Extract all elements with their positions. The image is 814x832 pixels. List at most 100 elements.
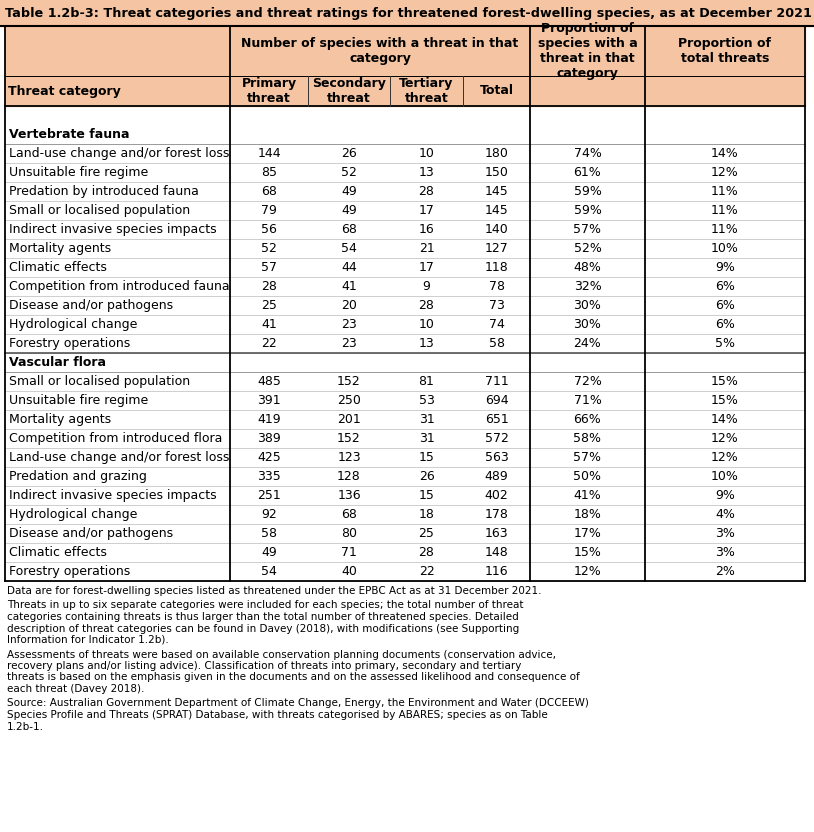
Text: 12%: 12% — [711, 166, 739, 179]
Text: 31: 31 — [418, 413, 435, 426]
Text: 31: 31 — [418, 432, 435, 445]
Text: 489: 489 — [484, 470, 509, 483]
Text: 57: 57 — [261, 261, 277, 274]
Text: 73: 73 — [488, 299, 505, 312]
Text: 6%: 6% — [715, 280, 735, 293]
Text: 74: 74 — [488, 318, 505, 331]
Text: 123: 123 — [337, 451, 361, 464]
Text: 13: 13 — [418, 337, 435, 350]
Text: 15%: 15% — [574, 546, 602, 559]
Text: Small or localised population: Small or localised population — [9, 375, 190, 388]
Text: 694: 694 — [484, 394, 508, 407]
Text: Number of species with a threat in that
category: Number of species with a threat in that … — [242, 37, 519, 65]
Text: 80: 80 — [341, 527, 357, 540]
Text: 9%: 9% — [715, 261, 735, 274]
Text: 25: 25 — [418, 527, 435, 540]
Text: 563: 563 — [484, 451, 509, 464]
Text: 140: 140 — [484, 223, 509, 236]
Bar — [5, 467, 805, 486]
Text: 425: 425 — [257, 451, 281, 464]
Text: 2%: 2% — [715, 565, 735, 578]
Text: 68: 68 — [341, 223, 357, 236]
Bar — [5, 239, 805, 258]
Text: Indirect invasive species impacts: Indirect invasive species impacts — [9, 223, 217, 236]
Text: 32%: 32% — [574, 280, 602, 293]
Text: 251: 251 — [257, 489, 281, 502]
Text: 49: 49 — [261, 546, 277, 559]
Bar — [5, 391, 805, 410]
Bar — [5, 353, 805, 372]
Text: Disease and/or pathogens: Disease and/or pathogens — [9, 299, 173, 312]
Bar — [5, 220, 805, 239]
Text: Predation by introduced fauna: Predation by introduced fauna — [9, 185, 199, 198]
Text: 49: 49 — [341, 185, 357, 198]
Text: 419: 419 — [257, 413, 281, 426]
Text: 48%: 48% — [574, 261, 602, 274]
Text: 12%: 12% — [574, 565, 602, 578]
Bar — [5, 26, 805, 106]
Text: threats is based on the emphasis given in the documents and on the assessed like: threats is based on the emphasis given i… — [7, 672, 580, 682]
Text: 58: 58 — [261, 527, 277, 540]
Text: 17: 17 — [418, 204, 435, 217]
Text: 23: 23 — [341, 337, 357, 350]
Text: Land-use change and/or forest loss: Land-use change and/or forest loss — [9, 451, 230, 464]
Text: 52%: 52% — [574, 242, 602, 255]
Text: 49: 49 — [341, 204, 357, 217]
Text: 391: 391 — [257, 394, 281, 407]
Text: Land-use change and/or forest loss: Land-use change and/or forest loss — [9, 147, 230, 160]
Text: 402: 402 — [484, 489, 509, 502]
Text: 145: 145 — [484, 204, 509, 217]
Text: 335: 335 — [257, 470, 281, 483]
Text: Forestry operations: Forestry operations — [9, 565, 130, 578]
Text: Proportion of
total threats: Proportion of total threats — [679, 37, 772, 65]
Bar — [5, 315, 805, 334]
Bar — [5, 410, 805, 429]
Bar — [5, 562, 805, 581]
Text: Source: Australian Government Department of Climate Change, Energy, the Environm: Source: Australian Government Department… — [7, 699, 589, 709]
Text: 3%: 3% — [715, 527, 735, 540]
Text: Unsuitable fire regime: Unsuitable fire regime — [9, 394, 148, 407]
Text: 41: 41 — [341, 280, 357, 293]
Text: 150: 150 — [484, 166, 509, 179]
Text: Hydrological change: Hydrological change — [9, 508, 138, 521]
Text: 10%: 10% — [711, 470, 739, 483]
Text: Predation and grazing: Predation and grazing — [9, 470, 147, 483]
Text: 10%: 10% — [711, 242, 739, 255]
Text: 10: 10 — [418, 147, 435, 160]
Bar — [5, 125, 805, 144]
Text: Proportion of
species with a
threat in that
category: Proportion of species with a threat in t… — [537, 22, 637, 80]
Text: 52: 52 — [261, 242, 277, 255]
Text: 11%: 11% — [711, 185, 739, 198]
Text: 68: 68 — [341, 508, 357, 521]
Text: Disease and/or pathogens: Disease and/or pathogens — [9, 527, 173, 540]
Text: 152: 152 — [337, 432, 361, 445]
Text: 30%: 30% — [574, 318, 602, 331]
Bar — [5, 182, 805, 201]
Text: 85: 85 — [261, 166, 277, 179]
Text: Mortality agents: Mortality agents — [9, 413, 112, 426]
Text: 40: 40 — [341, 565, 357, 578]
Bar — [5, 448, 805, 467]
Text: 24%: 24% — [574, 337, 602, 350]
Text: 54: 54 — [341, 242, 357, 255]
Text: 57%: 57% — [574, 223, 602, 236]
Text: 118: 118 — [484, 261, 509, 274]
Text: Assessments of threats were based on available conservation planning documents (: Assessments of threats were based on ava… — [7, 650, 556, 660]
Text: 6%: 6% — [715, 318, 735, 331]
Text: Indirect invasive species impacts: Indirect invasive species impacts — [9, 489, 217, 502]
Text: 68: 68 — [261, 185, 277, 198]
Text: 18: 18 — [418, 508, 435, 521]
Text: 12%: 12% — [711, 451, 739, 464]
Text: 59%: 59% — [574, 185, 602, 198]
Text: 14%: 14% — [711, 147, 739, 160]
Text: 116: 116 — [484, 565, 508, 578]
Text: 11%: 11% — [711, 223, 739, 236]
Bar — [5, 258, 805, 277]
Text: Species Profile and Threats (SPRAT) Database, with threats categorised by ABARES: Species Profile and Threats (SPRAT) Data… — [7, 710, 548, 720]
Text: Information for Indicator 1.2b).: Information for Indicator 1.2b). — [7, 635, 168, 645]
Text: 20: 20 — [341, 299, 357, 312]
Text: 28: 28 — [418, 546, 435, 559]
Text: 44: 44 — [341, 261, 357, 274]
Text: 92: 92 — [261, 508, 277, 521]
Text: 10: 10 — [418, 318, 435, 331]
